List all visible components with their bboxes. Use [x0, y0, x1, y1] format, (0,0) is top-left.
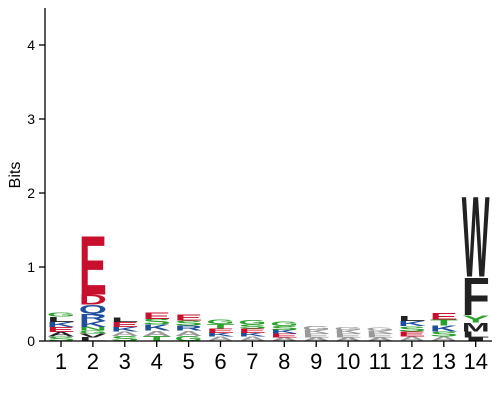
x-tick-label: 6 [214, 349, 226, 374]
logo-letter-e: E [175, 313, 203, 322]
x-tick-label: 4 [151, 349, 163, 374]
logo-letter-k: K [366, 330, 394, 335]
logo-letter-s: S [430, 330, 458, 338]
logo-letter-a: A [302, 336, 330, 342]
logo-letter-q: Q [79, 303, 107, 317]
y-axis-ticks: 0 1 2 3 4 [27, 37, 45, 349]
x-tick-label: 7 [246, 349, 258, 374]
x-tick-label: 8 [278, 349, 290, 374]
logo-letter-a: A [111, 330, 139, 337]
logo-letter-g: G [302, 326, 330, 332]
logo-letters: SAEKLGLVGNKRQDESAKELTAKSEGARSEAKETGAKESG… [47, 172, 490, 342]
x-tick-label: 5 [182, 349, 194, 374]
logo-letter-f: F [462, 267, 490, 327]
x-tick-label: 3 [119, 349, 131, 374]
logo-letter-s: S [398, 325, 426, 333]
logo-letter-r: R [79, 312, 107, 324]
logo-letter-e: E [366, 333, 394, 339]
logo-letter-a: A [207, 335, 235, 342]
logo-letter-a: A [430, 335, 458, 342]
logo-letter-e: E [302, 333, 330, 339]
logo-letter-e: E [207, 328, 235, 335]
logo-letter-a: A [366, 336, 394, 342]
logo-letter-a: A [47, 331, 75, 338]
y-tick-label: 1 [27, 259, 35, 275]
logo-letter-s: S [111, 335, 139, 343]
logo-letter-m: M [462, 321, 490, 335]
logo-letter-a: A [398, 335, 426, 342]
x-tick-label: 1 [55, 349, 67, 374]
logo-letter-l: L [47, 315, 75, 323]
logo-letter-a: A [238, 335, 266, 342]
y-tick-label: 4 [27, 37, 35, 53]
y-axis-label: Bits [7, 162, 24, 189]
logo-letter-a: A [270, 336, 298, 342]
x-tick-label: 9 [310, 349, 322, 374]
logo-letter-e: E [79, 220, 107, 314]
x-tick-label: 14 [463, 349, 487, 374]
logo-letter-k: K [238, 332, 266, 338]
logo-letter-e: E [143, 311, 171, 321]
logo-letter-k: K [79, 320, 107, 329]
logo-letter-e: E [238, 328, 266, 335]
x-axis-ticks: 1 2 3 4 5 6 7 8 9 10 11 12 13 14 [55, 341, 488, 374]
logo-letter-k: K [111, 326, 139, 333]
logo-letter-l: L [398, 314, 426, 322]
logo-letter-e: E [334, 333, 362, 339]
logo-letter-s: S [238, 324, 266, 330]
logo-letter-v: V [79, 333, 107, 339]
y-tick-label: 0 [27, 333, 35, 349]
logo-letter-g: G [79, 330, 107, 334]
logo-letter-l: L [111, 316, 139, 323]
logo-letter-t: T [143, 334, 171, 342]
logo-letter-e: E [398, 330, 426, 338]
logo-letter-k: K [207, 332, 235, 338]
logo-letter-e: E [111, 321, 139, 329]
x-tick-label: 10 [336, 349, 360, 374]
logo-letter-g: G [47, 312, 75, 318]
logo-letter-d: D [79, 292, 107, 308]
logo-letter-g: G [270, 321, 298, 328]
logo-letter-i: I [462, 336, 490, 342]
x-tick-label: 11 [369, 349, 392, 374]
logo-letter-s: S [270, 325, 298, 331]
logo-letter-a: A [175, 329, 203, 337]
y-tick-label: 2 [27, 185, 35, 201]
x-tick-label: 12 [400, 349, 424, 374]
logo-letter-t: T [207, 323, 235, 330]
logo-letter-g: G [366, 327, 394, 331]
logo-letter-g: G [175, 335, 203, 343]
logo-letter-r: R [175, 324, 203, 332]
logo-letter-t: T [430, 318, 458, 327]
logo-letter-k: K [302, 329, 330, 335]
logo-letter-l: L [462, 330, 490, 339]
x-tick-label: 2 [87, 349, 99, 374]
logo-letter-s: S [143, 318, 171, 327]
logo-letter-e: E [47, 326, 75, 334]
logo-letter-s: S [47, 336, 75, 343]
logo-letter-k: K [398, 320, 426, 328]
logo-letter-y: Y [462, 314, 490, 325]
logo-letter-e: E [270, 333, 298, 339]
logo-letter-k: K [334, 329, 362, 335]
logo-letter-g: G [334, 326, 362, 330]
logo-letter-w: W [462, 172, 490, 301]
logo-letter-k: K [430, 324, 458, 333]
logo-letter-e: E [430, 311, 458, 321]
logo-letter-g: G [238, 319, 266, 326]
logo-letter-k: K [47, 320, 75, 328]
logo-letter-a: A [143, 329, 171, 337]
y-tick-label: 3 [27, 111, 35, 127]
logo-letter-g: G [207, 319, 235, 326]
logo-letter-n: N [79, 326, 107, 332]
logo-letter-k: K [143, 323, 171, 332]
logo-letter-s: S [175, 319, 203, 327]
logo-letter-l: L [79, 336, 107, 342]
logo-letter-k: K [270, 329, 298, 335]
x-tick-label: 13 [432, 349, 456, 374]
logo-letter-a: A [334, 336, 362, 342]
